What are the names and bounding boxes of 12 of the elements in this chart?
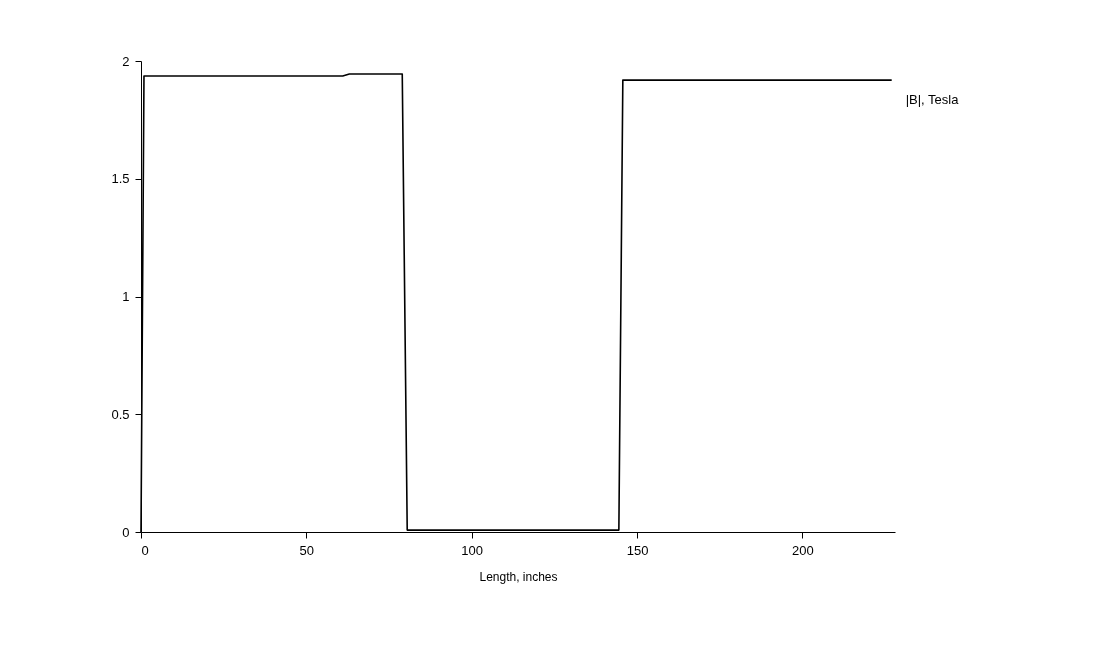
y-tick-label: 0.5 [111, 406, 130, 422]
series-label: |B|, Tesla [905, 92, 960, 108]
x-tick-label: 0 [141, 542, 149, 558]
x-tick-label: 200 [792, 542, 814, 558]
y-tick-label: 0 [122, 524, 130, 540]
x-tick-label: 150 [626, 542, 649, 558]
y-tick-label: 1.5 [111, 171, 130, 187]
x-tick-label: 100 [461, 542, 484, 558]
x-tick-label: 50 [299, 542, 315, 558]
y-tick-label: 2 [122, 53, 130, 69]
x-axis-title: Length, inches [479, 569, 558, 584]
y-tick-label: 1 [122, 289, 130, 304]
